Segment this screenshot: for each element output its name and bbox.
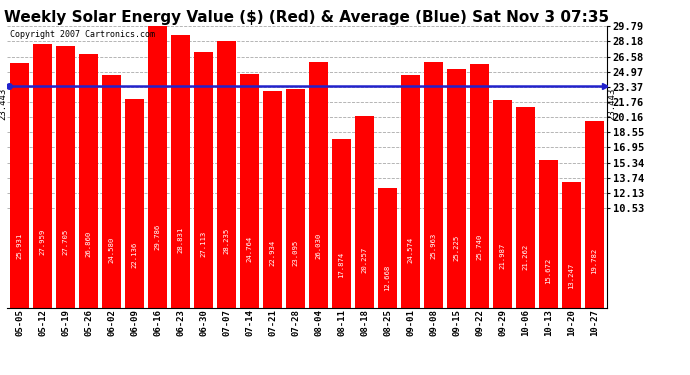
Text: 19.782: 19.782 — [591, 248, 598, 274]
Text: Copyright 2007 Cartronics.com: Copyright 2007 Cartronics.com — [10, 30, 155, 39]
Bar — [148, 26, 167, 308]
Text: 24.580: 24.580 — [108, 236, 115, 262]
Text: 22.136: 22.136 — [132, 242, 137, 268]
Text: 25.225: 25.225 — [453, 235, 460, 261]
Bar — [102, 75, 121, 308]
Bar — [470, 64, 489, 308]
Text: 13.247: 13.247 — [569, 263, 575, 290]
Bar — [355, 116, 374, 308]
Text: 22.934: 22.934 — [270, 240, 275, 267]
Text: 21.262: 21.262 — [522, 244, 529, 270]
Text: 23.443: 23.443 — [0, 88, 7, 120]
Text: 12.668: 12.668 — [384, 264, 391, 291]
Bar — [240, 74, 259, 308]
Text: 29.786: 29.786 — [155, 224, 161, 251]
Bar — [562, 182, 581, 308]
Text: 15.672: 15.672 — [546, 257, 551, 284]
Bar — [194, 51, 213, 308]
Bar — [378, 188, 397, 308]
Text: 28.235: 28.235 — [224, 228, 230, 254]
Bar — [493, 100, 512, 308]
Bar — [33, 44, 52, 308]
Bar — [10, 63, 29, 308]
Text: 26.030: 26.030 — [315, 233, 322, 259]
Bar — [515, 107, 535, 307]
Text: 27.959: 27.959 — [39, 228, 46, 255]
Bar — [171, 35, 190, 308]
Text: 28.831: 28.831 — [177, 226, 184, 253]
Bar — [308, 62, 328, 308]
Bar — [585, 121, 604, 308]
Bar — [401, 75, 420, 308]
Bar — [332, 139, 351, 308]
Bar — [125, 99, 144, 308]
Text: 25.931: 25.931 — [17, 233, 23, 260]
Text: 21.987: 21.987 — [500, 243, 506, 269]
Text: 25.963: 25.963 — [431, 233, 437, 260]
Bar — [79, 54, 99, 307]
Text: 27.113: 27.113 — [201, 230, 206, 256]
Text: 24.764: 24.764 — [246, 236, 253, 262]
Text: 24.574: 24.574 — [408, 236, 413, 262]
Text: 26.860: 26.860 — [86, 231, 92, 257]
Bar — [56, 46, 75, 308]
Title: Weekly Solar Energy Value ($) (Red) & Average (Blue) Sat Nov 3 07:35: Weekly Solar Energy Value ($) (Red) & Av… — [5, 10, 609, 25]
Bar — [263, 91, 282, 308]
Text: 17.874: 17.874 — [339, 252, 344, 278]
Bar — [217, 41, 236, 308]
Text: 27.705: 27.705 — [63, 229, 68, 255]
Text: 23.443: 23.443 — [607, 88, 616, 120]
Bar — [286, 90, 305, 308]
Text: 23.095: 23.095 — [293, 240, 299, 266]
Bar — [539, 159, 558, 308]
Text: 20.257: 20.257 — [362, 247, 368, 273]
Bar — [447, 69, 466, 308]
Text: 25.740: 25.740 — [477, 234, 482, 260]
Bar — [424, 62, 443, 308]
